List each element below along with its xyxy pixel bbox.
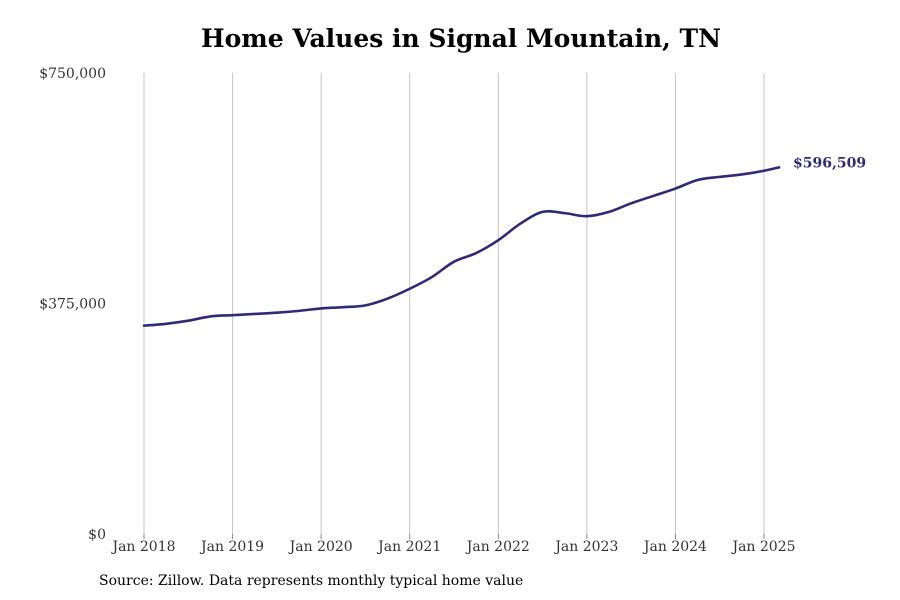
x-tick-label: Jan 2021 bbox=[376, 539, 441, 555]
source-note: Source: Zillow. Data represents monthly … bbox=[99, 573, 524, 589]
x-tick-label: Jan 2018 bbox=[110, 539, 175, 555]
x-tick-label: Jan 2024 bbox=[642, 539, 707, 555]
x-tick-label: Jan 2023 bbox=[553, 539, 618, 555]
y-tick-label: $375,000 bbox=[39, 297, 106, 313]
chart-title: Home Values in Signal Mountain, TN bbox=[201, 24, 721, 53]
x-axis: Jan 2018 Jan 2019 Jan 2020 Jan 2021 Jan 2022… bbox=[110, 534, 796, 555]
x-tick-label: Jan 2022 bbox=[465, 539, 530, 555]
end-value-label: $596,509 bbox=[793, 155, 866, 171]
y-tick-label: $0 bbox=[88, 527, 106, 543]
x-tick-label: Jan 2020 bbox=[288, 539, 353, 555]
grid-lines bbox=[143, 73, 765, 534]
x-tick-label: Jan 2019 bbox=[199, 539, 264, 555]
plot-area: $596,509 bbox=[142, 155, 866, 327]
x-tick-label: Jan 2025 bbox=[730, 539, 795, 555]
y-axis: $0 $375,000 $750,000 bbox=[39, 66, 106, 543]
series-line bbox=[142, 166, 781, 327]
y-tick-label: $750,000 bbox=[39, 66, 106, 82]
